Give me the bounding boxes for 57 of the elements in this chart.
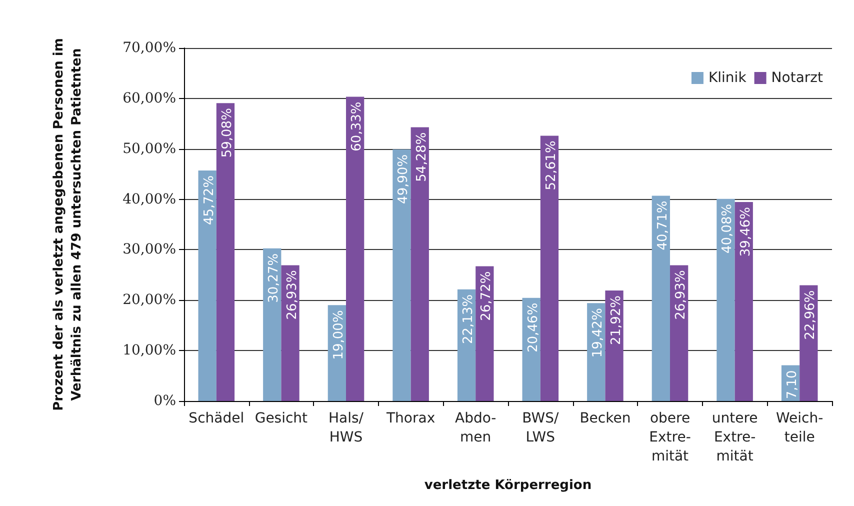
bar xyxy=(476,266,494,401)
data-label: 19,00% xyxy=(331,310,346,360)
bar xyxy=(216,103,235,401)
x-axis-title: verletzte Körperregion xyxy=(424,478,592,493)
y-tick-label: 70,00% xyxy=(122,40,176,56)
data-label: 22,96% xyxy=(803,290,818,340)
y-tick-label: 30,00% xyxy=(122,242,176,258)
bar xyxy=(392,149,411,401)
bar xyxy=(734,202,753,401)
x-tick-label: Becken xyxy=(580,410,631,426)
data-label: 30,27% xyxy=(266,253,282,303)
bar xyxy=(605,290,624,401)
data-label: 26,93% xyxy=(284,270,300,320)
bar xyxy=(670,265,688,401)
y-tick-label: 40,00% xyxy=(122,191,176,208)
data-label: 40,71% xyxy=(655,200,670,250)
bar xyxy=(410,127,429,401)
y-axis-title: Prozent der als verletzt angegebenen Personen im Verhältnis zu allen 479 untersuchten Patietnten xyxy=(52,38,84,411)
y-tick-label: 10,00% xyxy=(122,342,176,359)
data-label: 49,90% xyxy=(396,154,412,204)
y-tick-label: 0% xyxy=(154,393,176,409)
data-label: 26,93% xyxy=(674,270,689,320)
x-tick-label: Gesicht xyxy=(254,410,308,426)
data-label: 60,33% xyxy=(350,102,365,152)
bar xyxy=(457,289,476,401)
y-tick-label: 60,00% xyxy=(122,90,176,106)
data-label: 52,61% xyxy=(544,140,559,190)
data-label: 22,13% xyxy=(461,294,476,344)
bar xyxy=(652,196,670,401)
bar xyxy=(281,265,300,401)
y-tick-label: 20,00% xyxy=(122,292,176,308)
x-tick-label: obere Extre- mität xyxy=(649,410,691,464)
bar xyxy=(346,96,364,401)
bar xyxy=(263,248,282,401)
data-label: 54,28% xyxy=(414,132,430,182)
legend-label: Klinik xyxy=(708,70,748,86)
data-label: 45,72% xyxy=(202,175,217,226)
x-tick-label: untere Extre- mität xyxy=(712,410,758,464)
data-label: 40,08% xyxy=(720,204,736,254)
bar xyxy=(716,198,735,401)
data-label: 59,08% xyxy=(220,108,235,158)
data-label: 26,72% xyxy=(479,271,494,321)
data-label: 7,10 xyxy=(785,370,800,400)
data-label: 39,46% xyxy=(738,207,754,257)
data-label: 21,92% xyxy=(608,295,624,346)
x-tick-label: BWS/ LWS xyxy=(522,410,559,446)
x-tick-label: Hals/ HWS xyxy=(328,410,364,446)
x-tick-label: Schädel xyxy=(188,410,244,426)
data-label: 20,46% xyxy=(526,302,541,352)
y-tick-label: 50,00% xyxy=(122,140,176,157)
x-tick-label: Weich- teile xyxy=(776,410,824,446)
x-tick-label: Abdo- men xyxy=(454,410,496,446)
data-label: 19,42% xyxy=(590,308,606,358)
legend-label: Notarzt xyxy=(771,70,824,86)
bar xyxy=(198,170,216,401)
bar xyxy=(540,136,559,401)
x-tick-label: Thorax xyxy=(385,410,436,426)
